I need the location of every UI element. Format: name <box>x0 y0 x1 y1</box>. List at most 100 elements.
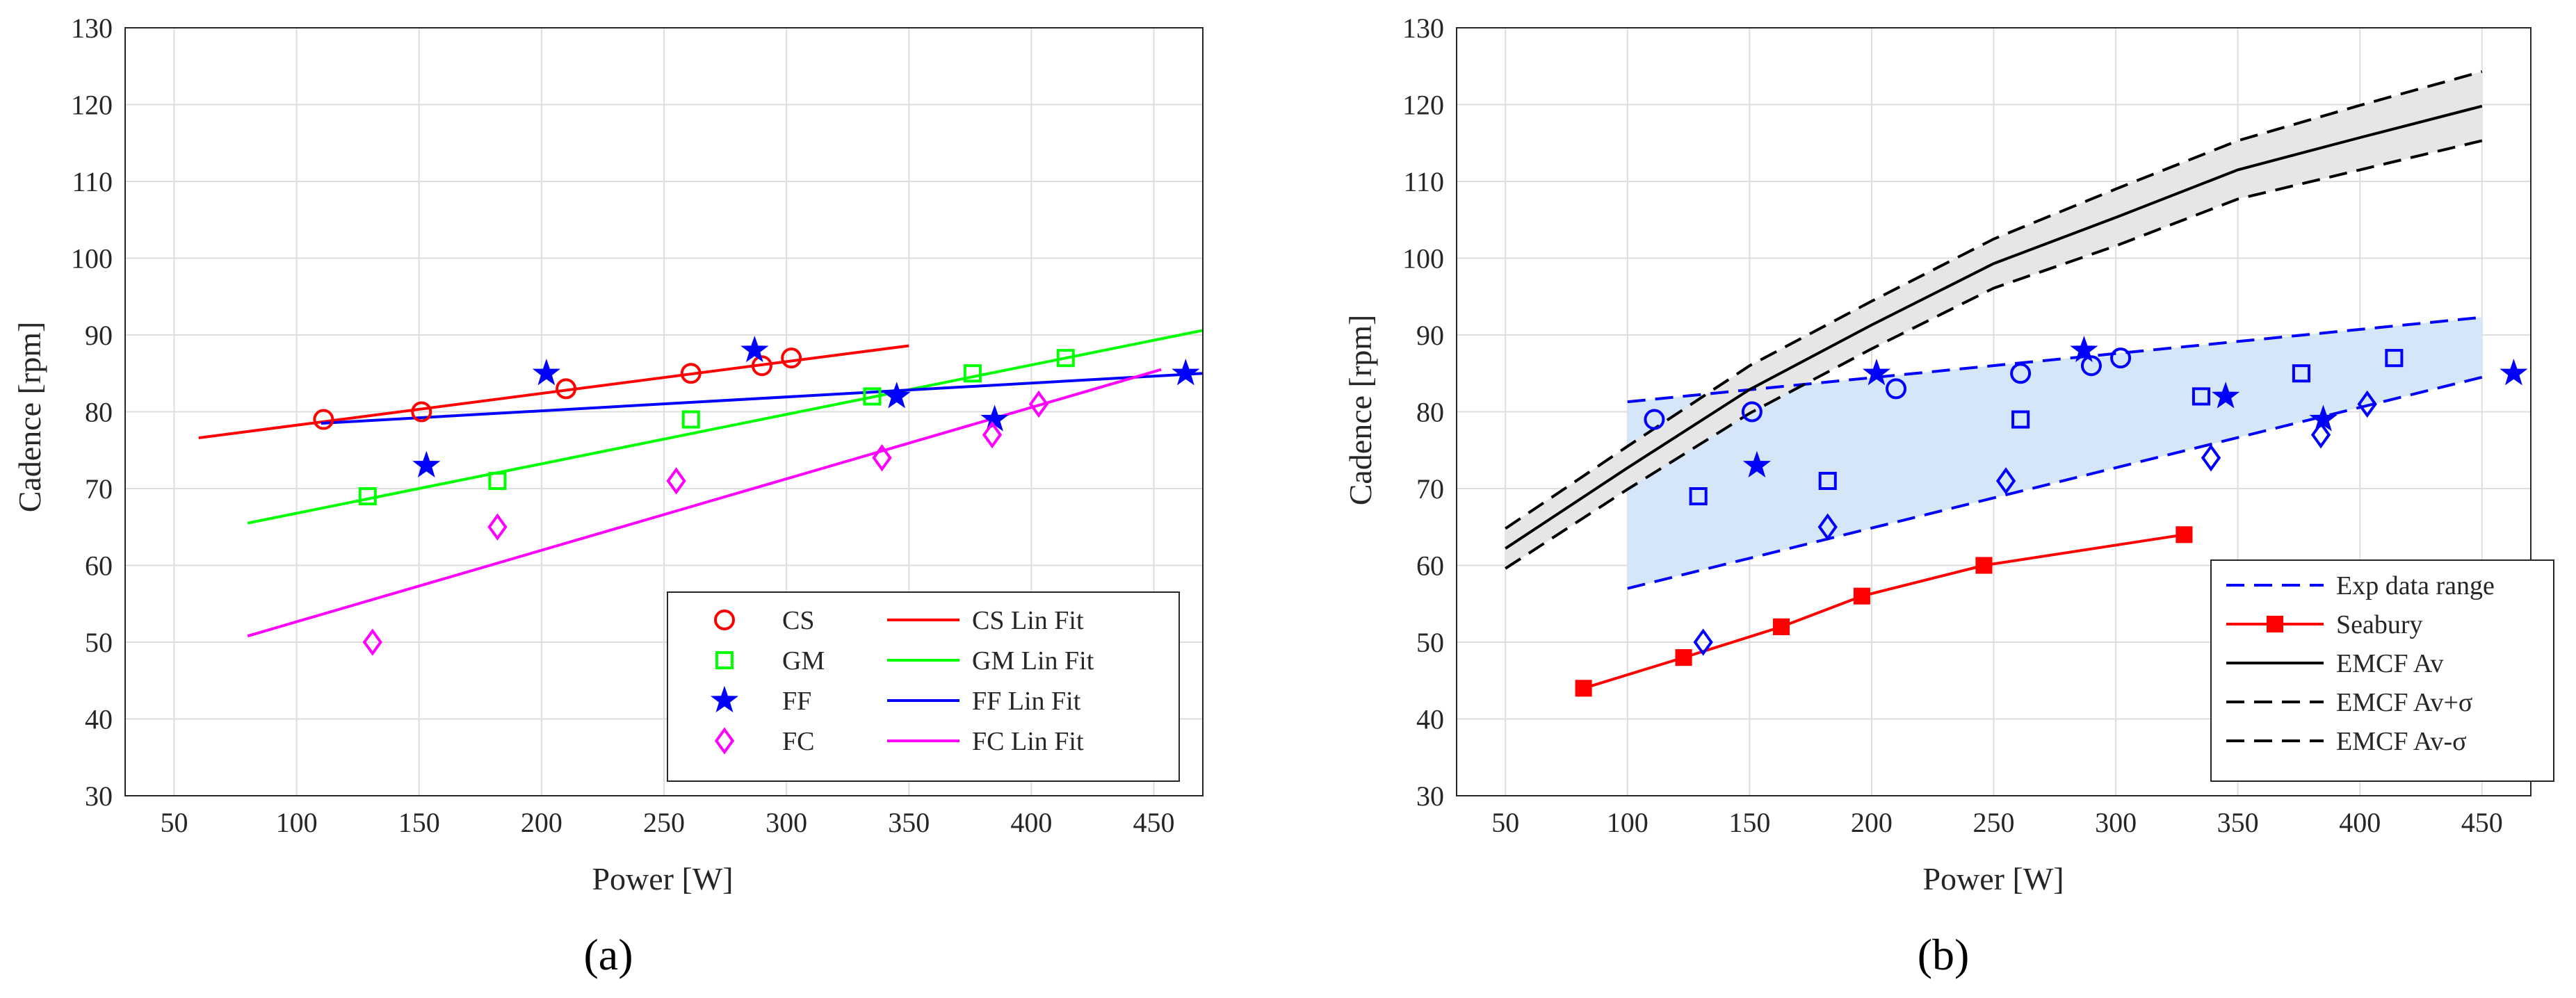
legend-label: CS <box>782 606 814 635</box>
x-tick-label-b: 250 <box>1973 807 2015 838</box>
exp-data-point-square <box>1818 471 1837 491</box>
data-point-ff <box>412 450 441 477</box>
panel-label-a: (a) <box>583 930 633 979</box>
exp-data-point-circle <box>2010 363 2032 384</box>
line-seabury <box>1583 533 2185 690</box>
legend-box-a <box>667 591 1180 782</box>
y-tick-label-b: 130 <box>1402 13 1444 44</box>
y-tick-label-b: 50 <box>1416 627 1444 658</box>
data-point-gm <box>681 410 700 429</box>
plot-frame-b <box>1456 27 2532 796</box>
y-axis-label-b: Cadence [rpm] <box>1343 315 1378 506</box>
x-tick-label-b: 200 <box>1851 807 1893 838</box>
fit-line-cs <box>198 344 909 440</box>
y-tick-label-a: 70 <box>85 473 113 505</box>
exp-data-point-diamond <box>1817 513 1838 541</box>
data-point-fc <box>487 513 508 541</box>
fit-line-gm <box>247 329 1204 525</box>
legend-label: EMCF Av-σ <box>2336 727 2467 756</box>
exp-data-point-square <box>2292 364 2310 383</box>
exp-data-point-star <box>2212 382 2240 409</box>
plot-frame-a <box>124 27 1204 796</box>
legend-label: FF Lin Fit <box>972 687 1081 716</box>
x-tick-label-b: 100 <box>1607 807 1649 838</box>
data-point-ff <box>882 382 911 409</box>
exp-range-lower-line <box>1627 375 2483 590</box>
data-point-gm <box>963 364 982 383</box>
legend-b: Exp data range Seabury EMCF Av EMCF Av+σ EMC… <box>2210 559 2554 782</box>
legend-label: Seabury <box>2336 610 2423 639</box>
panel-b: 50 100 150 200 250 300 350 400 450 30 40 50 60 70 80 90… <box>1343 13 2554 979</box>
legend-box-b <box>2210 559 2554 782</box>
legend-marker-gm <box>715 651 734 670</box>
y-tick-label-a: 80 <box>85 397 113 428</box>
x-tick-label-b: 150 <box>1728 807 1770 838</box>
data-point-seabury <box>1575 680 1592 697</box>
line-emcf-av- <box>1505 70 2483 530</box>
legend-label: EMCF Av+σ <box>2336 688 2472 717</box>
y-tick-label-b: 30 <box>1416 780 1444 812</box>
data-point-gm <box>1056 349 1075 368</box>
exp-data-point-star <box>1742 450 1771 477</box>
x-tick-label-a: 200 <box>521 807 562 838</box>
data-point-fc <box>982 420 1003 449</box>
y-tick-label-b: 120 <box>1402 90 1444 121</box>
data-point-seabury <box>1675 649 1692 666</box>
y-tick-label-a: 30 <box>85 780 113 812</box>
y-axis-label-a: Cadence [rpm] <box>12 322 47 513</box>
legend-label: FC <box>782 727 814 756</box>
x-tick-label-b: 350 <box>2217 807 2259 838</box>
legend-label: CS Lin Fit <box>972 606 1084 635</box>
fit-line-fc <box>247 368 1162 638</box>
legend-marker-fc <box>714 727 735 755</box>
x-tick-label-a: 450 <box>1133 807 1175 838</box>
legend-label: Exp data range <box>2336 571 2495 600</box>
y-tick-label-b: 80 <box>1416 397 1444 428</box>
data-point-seabury <box>1975 557 1993 574</box>
exp-data-point-circle <box>2110 347 2132 369</box>
legend-label: GM <box>782 646 825 676</box>
exp-data-point-square <box>2011 410 2030 429</box>
legend-label: FF <box>782 687 811 716</box>
data-point-ff <box>1172 359 1200 386</box>
data-point-seabury <box>2176 526 2193 543</box>
data-point-cs <box>411 401 432 423</box>
line-emcf-av <box>1505 104 2483 550</box>
exp-range-upper-line <box>1627 316 2482 404</box>
x-tick-label-a: 150 <box>398 807 440 838</box>
y-tick-label-b: 100 <box>1402 243 1444 275</box>
exp-data-point-square <box>2192 387 2211 406</box>
legend-label: FC Lin Fit <box>972 727 1084 756</box>
data-point-fc <box>666 467 686 495</box>
data-point-seabury <box>1772 618 1790 635</box>
data-point-gm <box>358 487 377 506</box>
data-point-fc <box>1028 390 1049 418</box>
data-point-fc <box>362 628 382 656</box>
data-point-ff <box>740 336 769 363</box>
data-point-cs <box>313 409 334 430</box>
y-tick-label-a: 130 <box>71 13 113 44</box>
exp-data-point-diamond <box>2310 420 2331 449</box>
y-tick-label-b: 40 <box>1416 704 1444 735</box>
data-point-cs <box>781 347 802 369</box>
x-tick-label-a: 400 <box>1010 807 1052 838</box>
x-tick-label-b: 450 <box>2461 807 2503 838</box>
legend-label: GM Lin Fit <box>972 646 1094 676</box>
data-point-ff <box>532 359 560 386</box>
data-point-cs <box>556 378 577 400</box>
exp-data-point-star <box>1862 359 1891 386</box>
exp-data-point-circle <box>1886 378 1907 400</box>
y-tick-label-a: 120 <box>71 90 113 121</box>
legend-label: EMCF Av <box>2336 649 2444 678</box>
exp-data-point-diamond <box>2201 444 2221 472</box>
y-tick-label-a: 40 <box>85 704 113 735</box>
x-tick-label-a: 250 <box>643 807 685 838</box>
x-axis-label-a: Power [W] <box>592 861 733 897</box>
y-tick-label-b: 110 <box>1403 166 1444 197</box>
data-point-gm <box>488 471 507 491</box>
panel-label-b: (b) <box>1918 930 1970 979</box>
exp-range-band <box>1627 317 2482 589</box>
exp-data-point-square <box>1689 487 1708 506</box>
emcf-sigma-band <box>1505 71 2482 568</box>
